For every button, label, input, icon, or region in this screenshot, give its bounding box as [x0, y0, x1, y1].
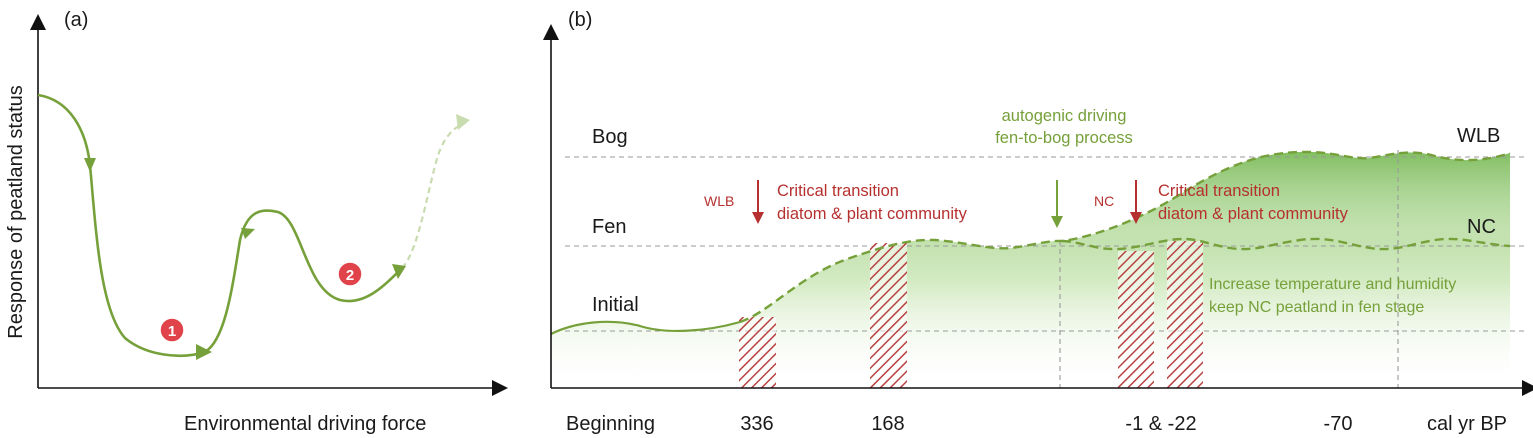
nc-transition-line2: diatom & plant community — [1158, 205, 1349, 223]
transition-band-336 — [739, 317, 776, 388]
autogenic-arrowhead — [1051, 216, 1063, 228]
tick-minus1-minus22: -1 & -22 — [1125, 413, 1196, 435]
panel-b: (b) Bog Fen Initial WLB NC autogenic dri… — [543, 9, 1533, 435]
wlb-transition-site: WLB — [704, 193, 734, 209]
panel-a-y-axis-label: Response of peatland status — [5, 85, 27, 339]
tick-minus70: -70 — [1324, 413, 1353, 435]
transition-band-168 — [870, 243, 907, 388]
bog-label: Bog — [592, 126, 628, 148]
climate-text-line2: keep NC peatland in fen stage — [1209, 299, 1424, 316]
panel-b-tag: (b) — [568, 9, 592, 31]
wlb-site-label: WLB — [1457, 125, 1500, 147]
marker-2-label: 2 — [346, 267, 354, 284]
panel-a-tag: (a) — [64, 9, 88, 31]
nc-site-label: NC — [1467, 216, 1496, 238]
autogenic-text-line2: fen-to-bog process — [995, 129, 1133, 147]
panel-a-trajectory-projection — [401, 120, 467, 269]
panel-a-trajectory-descend — [37, 93, 206, 358]
marker-1-label: 1 — [168, 323, 176, 340]
nc-transition-site: NC — [1094, 193, 1114, 209]
wlb-trajectory — [739, 150, 1511, 324]
nc-transition-arrowhead — [1130, 212, 1142, 224]
panel-a-arrowhead-recover — [392, 264, 406, 279]
tick-336: 336 — [740, 413, 773, 435]
transition-band-minus1 — [1118, 251, 1154, 388]
marker-2 — [337, 261, 363, 287]
bog-transition-area — [1062, 151, 1510, 250]
tick-unit: cal yr BP — [1427, 413, 1507, 435]
tick-168: 168 — [871, 413, 904, 435]
panel-a-arrowhead-projection — [456, 114, 470, 130]
transition-band-minus22 — [1167, 241, 1203, 388]
panel-a: (a) Response of peatland status Environm… — [5, 9, 508, 435]
initial-trajectory — [550, 320, 741, 335]
wlb-transition-line2: diatom & plant community — [777, 205, 968, 223]
wlb-transition-line1: Critical transition — [777, 182, 899, 200]
climate-text-line1: Increase temperature and humidity — [1209, 276, 1456, 293]
panel-a-x-axis-label: Environmental driving force — [184, 413, 426, 435]
panel-a-arrowhead-down — [84, 158, 96, 172]
nc-trajectory — [1061, 237, 1511, 251]
initial-label: Initial — [592, 294, 639, 316]
wlb-transition-arrowhead — [752, 212, 764, 224]
fen-label: Fen — [592, 216, 626, 238]
panel-a-trajectory-oscillation — [204, 209, 403, 354]
tick-beginning: Beginning — [566, 413, 655, 435]
autogenic-text-line1: autogenic driving — [1002, 107, 1127, 125]
marker-1 — [159, 317, 185, 343]
panel-a-arrowhead-up — [241, 228, 255, 239]
panel-a-arrowhead-min — [196, 344, 212, 360]
nc-transition-line1: Critical transition — [1158, 182, 1280, 200]
